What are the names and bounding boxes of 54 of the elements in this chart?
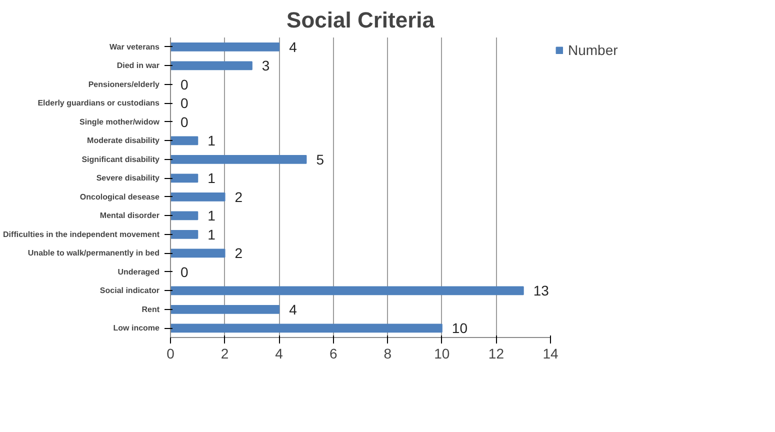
y-tick-label: Unable to walk/permanently in bed — [28, 248, 160, 258]
bar — [170, 211, 198, 220]
y-tick-label: Died in war — [116, 61, 160, 70]
data-label: 13 — [533, 282, 550, 299]
data-label: 5 — [316, 151, 324, 168]
y-tick-label: War veterans — [110, 42, 160, 52]
data-label: 0 — [180, 76, 188, 92]
bar — [170, 286, 524, 296]
y-tick-label: Significant disability — [82, 154, 160, 164]
data-label: 4 — [289, 301, 298, 318]
y-tick-label: Elderly guardians or custodians — [38, 98, 160, 108]
y-tick-label: Single mother/widow — [79, 117, 160, 126]
y-tick-label: Pensioners/elderly — [88, 80, 160, 89]
data-label: 2 — [234, 245, 243, 262]
bar — [170, 61, 252, 70]
x-tick-label: 6 — [329, 346, 338, 362]
bar — [170, 304, 280, 314]
data-label: 0 — [180, 95, 188, 112]
y-tick-label: Rent — [142, 304, 160, 314]
x-tick-label: 8 — [384, 346, 392, 362]
y-tick-label: Mental disorder — [100, 211, 160, 220]
x-tick-label: 14 — [542, 346, 558, 362]
data-label: 2 — [234, 188, 243, 205]
x-tick-label: 0 — [166, 346, 175, 362]
data-label: 1 — [208, 208, 216, 224]
x-tick-label: 10 — [434, 346, 450, 362]
y-tick-label: Oncological desease — [80, 192, 160, 202]
y-tick-label: Difficulties in the independent movement — [3, 230, 160, 239]
bar — [170, 42, 280, 52]
x-tick-label: 4 — [275, 346, 284, 362]
bar — [170, 136, 198, 146]
bar — [170, 230, 198, 239]
bar — [170, 192, 226, 202]
data-label: 10 — [452, 320, 468, 336]
data-label: 1 — [208, 132, 216, 149]
data-label: 3 — [262, 58, 270, 74]
data-label: 4 — [289, 38, 298, 55]
data-label: 0 — [180, 114, 188, 130]
data-label: 0 — [180, 264, 188, 280]
y-tick-label: Severe disability — [96, 174, 160, 183]
legend-label: Number — [568, 42, 618, 58]
x-tick-label: 2 — [220, 346, 229, 362]
x-tick-label: 12 — [488, 346, 504, 362]
y-tick-label: Underaged — [118, 267, 160, 276]
y-tick-label: Low income — [113, 324, 160, 333]
y-tick-label: Moderate disability — [87, 136, 160, 146]
chart-title: Social Criteria — [286, 8, 436, 32]
y-tick-label: Social indicator — [100, 286, 160, 296]
bar — [170, 174, 198, 183]
data-label: 1 — [208, 170, 216, 186]
bar — [170, 248, 226, 258]
data-label: 1 — [208, 226, 216, 242]
bar — [170, 154, 307, 164]
bar — [170, 324, 442, 333]
